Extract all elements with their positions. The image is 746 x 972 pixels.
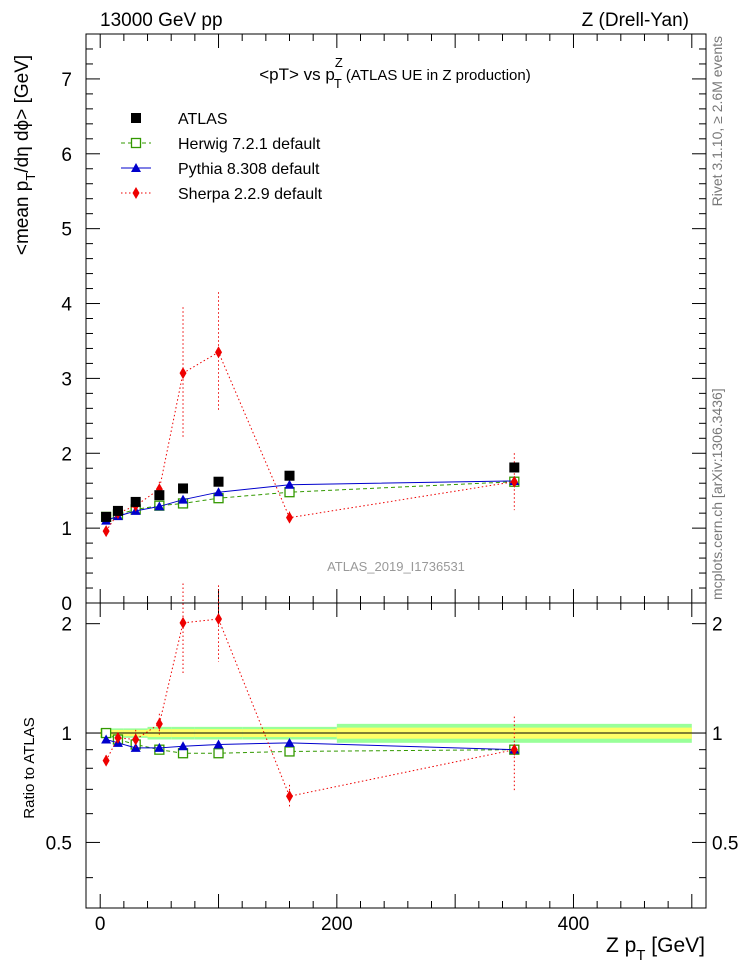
main-sherpa-point bbox=[179, 367, 187, 380]
legend-herwig-marker bbox=[130, 137, 142, 149]
xlabel-part-a: Z p bbox=[606, 934, 636, 957]
title-sub: T bbox=[334, 76, 342, 91]
ratio-herwig-point bbox=[213, 748, 224, 759]
ratio-sherpa-point bbox=[286, 790, 294, 803]
legend-atlas-marker bbox=[131, 113, 141, 123]
ratio-sherpa-point bbox=[179, 616, 187, 629]
main-atlas-point bbox=[101, 511, 112, 522]
ratio-sherpa-point bbox=[114, 731, 122, 744]
main-y-tick-label: 7 bbox=[61, 70, 72, 91]
main-y-tick-label: 2 bbox=[61, 444, 72, 465]
main-pythia-line bbox=[105, 480, 515, 522]
main-atlas-point bbox=[130, 496, 141, 507]
data-series bbox=[100, 292, 520, 809]
mcplots-label: mcplots.cern.ch [arXiv:1306.3436] bbox=[709, 388, 725, 600]
main-sherpa-point bbox=[510, 475, 518, 488]
ratio-pythia-point bbox=[154, 742, 165, 752]
ratio-sherpa-point bbox=[155, 717, 163, 730]
ratio-herwig-point bbox=[284, 746, 295, 757]
main-pythia-point bbox=[154, 501, 165, 511]
ratio-y-axis-label: Ratio to ATLAS bbox=[21, 717, 38, 818]
xlabel-sub: T bbox=[636, 947, 645, 964]
x-tick-label: 400 bbox=[558, 914, 590, 935]
title-part-b: (ATLAS UE in Z production) bbox=[342, 67, 531, 84]
main-herwig-point bbox=[284, 487, 295, 498]
header-left: 13000 GeV pp bbox=[100, 10, 223, 31]
main-y-tick-label: 0 bbox=[61, 594, 72, 615]
x-axis-label: Z pT [GeV] bbox=[606, 934, 705, 964]
main-sherpa-point bbox=[215, 346, 223, 359]
main-atlas-point bbox=[154, 490, 165, 501]
legend-sherpa-label: Sherpa 2.2.9 default bbox=[178, 186, 323, 203]
main-atlas-point bbox=[284, 470, 295, 481]
main-atlas-point bbox=[509, 462, 520, 473]
rivet-label: Rivet 3.1.10, ≥ 2.6M events bbox=[709, 36, 725, 206]
main-sherpa-point bbox=[102, 525, 110, 538]
legend: ATLAS Herwig 7.2.1 default Pythia 8.308 de… bbox=[121, 111, 323, 203]
legend-pythia-label: Pythia 8.308 default bbox=[178, 161, 320, 178]
title-part-a: <pT> vs p bbox=[259, 65, 335, 84]
legend-herwig-label: Herwig 7.2.1 default bbox=[178, 136, 321, 153]
main-atlas-point bbox=[213, 476, 224, 487]
ratio-y-tick-label: 0.5 bbox=[46, 833, 72, 854]
ratio-y-tick-label-right: 2 bbox=[712, 615, 723, 636]
chart-title: <pT> vs pZ T (ATLAS UE in Z production) bbox=[259, 55, 530, 91]
ratio-sherpa-point bbox=[132, 733, 140, 746]
analysis-watermark: ATLAS_2019_I1736531 bbox=[327, 559, 465, 574]
legend-pythia-marker bbox=[131, 163, 141, 172]
header-right: Z (Drell-Yan) bbox=[582, 10, 689, 31]
main-y-tick-label: 5 bbox=[61, 220, 72, 241]
legend-sherpa-marker bbox=[132, 187, 140, 199]
ratio-sherpa-point bbox=[215, 613, 223, 626]
main-y-tick-label: 3 bbox=[61, 369, 72, 390]
main-sherpa-point bbox=[286, 511, 294, 524]
title-sup: Z bbox=[335, 55, 343, 70]
ratio-y-tick-label: 1 bbox=[61, 724, 72, 745]
main-y-tick-label: 1 bbox=[61, 519, 72, 540]
ratio-sherpa-point bbox=[510, 743, 518, 756]
ratio-y-tick-label-right: 1 bbox=[712, 724, 723, 745]
ratio-panel bbox=[85, 602, 707, 909]
ylabel-sub: T bbox=[23, 173, 38, 181]
ylabel-part-b: /dη dϕ> [GeV] bbox=[12, 55, 33, 173]
main-pythia-point bbox=[284, 479, 295, 489]
x-tick-label: 200 bbox=[321, 914, 353, 935]
ratio-pythia-point bbox=[284, 737, 295, 747]
ratio-uncertainty-band bbox=[86, 723, 706, 743]
legend-atlas-label: ATLAS bbox=[178, 111, 228, 128]
ylabel-part-a: <mean p bbox=[12, 181, 33, 255]
main-atlas-point bbox=[178, 483, 189, 494]
ratio-pythia-point bbox=[101, 734, 112, 744]
main-y-tick-label: 4 bbox=[61, 295, 72, 316]
ratio-y-tick-label-right: 0.5 bbox=[712, 833, 738, 854]
main-pythia-point bbox=[178, 494, 189, 504]
y-axis-label: <mean pT/dη dϕ> [GeV] bbox=[12, 55, 38, 255]
ratio-y-tick-label: 2 bbox=[61, 615, 72, 636]
ratio-pythia-point bbox=[178, 741, 189, 751]
main-atlas-point bbox=[112, 505, 123, 516]
main-y-tick-label: 6 bbox=[61, 145, 72, 166]
ratio-frame bbox=[85, 602, 707, 909]
ratio-pythia-point bbox=[130, 742, 141, 752]
ratio-pythia-point bbox=[213, 739, 224, 749]
xlabel-part-b: [GeV] bbox=[645, 934, 705, 957]
ratio-sherpa-line bbox=[105, 618, 515, 797]
ratio-sherpa-point bbox=[102, 754, 110, 767]
main-pythia-point bbox=[213, 487, 224, 497]
main-herwig-line bbox=[106, 481, 515, 518]
x-tick-label: 0 bbox=[95, 914, 106, 935]
